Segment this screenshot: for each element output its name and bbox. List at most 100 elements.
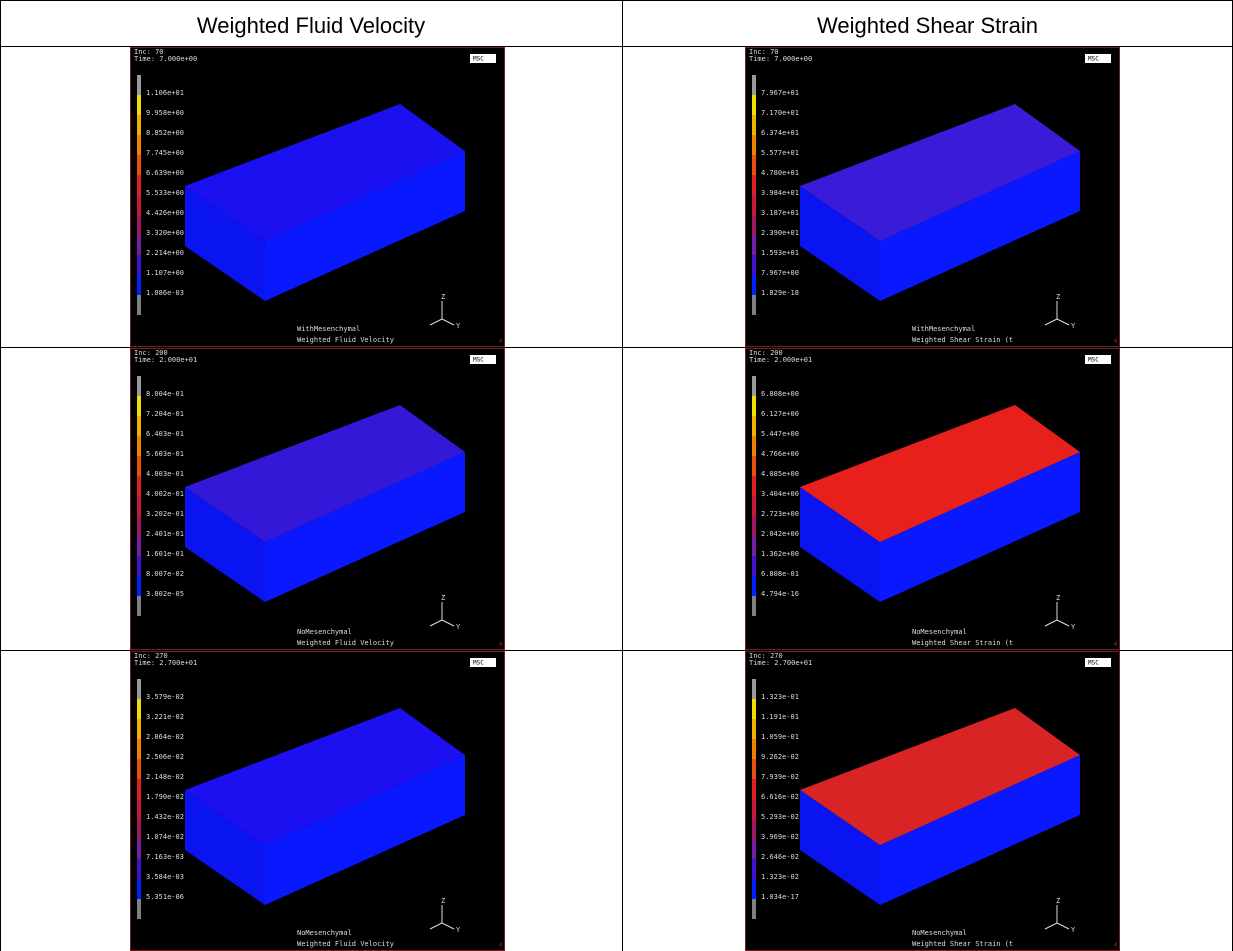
- legend-label: 4.794e-16: [761, 590, 799, 598]
- corner-mark: 4: [1114, 642, 1117, 648]
- legend-swatch: [752, 799, 756, 819]
- column-header: Weighted Fluid Velocity: [0, 0, 622, 46]
- legend-swatch: [752, 416, 756, 436]
- legend-label: 7.745e+00: [146, 149, 184, 157]
- legend-label: 1.362e+00: [761, 550, 799, 558]
- logo: MSC: [473, 56, 484, 63]
- result-name: Weighted Fluid Velocity: [297, 940, 394, 948]
- legend-label: 3.984e+01: [761, 189, 799, 197]
- axis: [1045, 319, 1057, 325]
- legend-label: 2.390e+01: [761, 229, 799, 237]
- column-header: Weighted Shear Strain: [622, 0, 1233, 46]
- legend-swatch: [137, 496, 141, 516]
- legend-swatch: [137, 899, 141, 919]
- result-name: Weighted Shear Strain (t: [912, 940, 1013, 948]
- model-name: NoMesenchymal: [912, 628, 967, 636]
- legend-label: 1.323e-01: [761, 693, 799, 701]
- legend-swatch: [752, 436, 756, 456]
- axis: [1057, 319, 1069, 325]
- legend-label: 2.042e+00: [761, 530, 799, 538]
- legend-label: 5.577e+01: [761, 149, 799, 157]
- legend-swatch: [752, 536, 756, 556]
- legend-label: 8.852e+00: [146, 129, 184, 137]
- legend-label: 2.148e-02: [146, 773, 184, 781]
- legend-label: 1.059e-01: [761, 733, 799, 741]
- legend-swatch: [752, 899, 756, 919]
- legend-label: 4.803e-01: [146, 470, 184, 478]
- legend-label: 6.808e-01: [761, 570, 799, 578]
- legend-label: 1.601e-01: [146, 550, 184, 558]
- legend-swatch: [752, 739, 756, 759]
- legend-swatch: [752, 576, 756, 596]
- legend-label: 3.221e-02: [146, 713, 184, 721]
- time: Time: 7.000e+00: [134, 55, 197, 63]
- axis-label: Y: [1071, 926, 1076, 934]
- legend-label: 7.170e+01: [761, 109, 799, 117]
- legend-swatch: [752, 819, 756, 839]
- legend-swatch: [137, 115, 141, 135]
- legend-swatch: [137, 95, 141, 115]
- legend-swatch: [752, 476, 756, 496]
- legend-label: 3.187e+01: [761, 209, 799, 217]
- model-name: WithMesenchymal: [297, 325, 360, 333]
- legend-swatch: [752, 195, 756, 215]
- time: Time: 2.700e+01: [134, 659, 197, 667]
- legend-label: 8.007e-02: [146, 570, 184, 578]
- result-image: Inc: 270Time: 2.700e+01MSC1.323e-011.191…: [745, 651, 1120, 951]
- legend-swatch: [752, 496, 756, 516]
- legend-swatch: [752, 95, 756, 115]
- corner-mark: 4: [499, 943, 502, 949]
- axis: [1057, 923, 1069, 929]
- legend-swatch: [752, 275, 756, 295]
- legend-swatch: [137, 596, 141, 616]
- axis-label: Z: [1056, 897, 1060, 905]
- legend-label: 1.086e-03: [146, 289, 184, 297]
- model-name: WithMesenchymal: [912, 325, 975, 333]
- legend-label: 4.766e+00: [761, 450, 799, 458]
- legend-swatch: [752, 596, 756, 616]
- legend-swatch: [137, 195, 141, 215]
- legend-swatch: [137, 416, 141, 436]
- axis: [430, 923, 442, 929]
- legend-label: 8.004e-01: [146, 390, 184, 398]
- legend-swatch: [752, 376, 756, 396]
- legend-label: 3.404e+00: [761, 490, 799, 498]
- legend-label: 5.447e+00: [761, 430, 799, 438]
- legend-swatch: [137, 255, 141, 275]
- legend-swatch: [752, 396, 756, 416]
- legend-swatch: [137, 879, 141, 899]
- legend-label: 5.533e+00: [146, 189, 184, 197]
- legend-label: 1.191e-01: [761, 713, 799, 721]
- legend-swatch: [137, 275, 141, 295]
- model-name: NoMesenchymal: [297, 628, 352, 636]
- axis: [442, 923, 454, 929]
- axis-label: Y: [456, 623, 461, 631]
- legend-label: 4.085e+00: [761, 470, 799, 478]
- axis-label: Y: [1071, 623, 1076, 631]
- legend-swatch: [752, 879, 756, 899]
- legend-swatch: [137, 679, 141, 699]
- result-image: Inc: 200Time: 2.000e+01MSC6.808e+006.127…: [745, 348, 1120, 650]
- legend-swatch: [752, 516, 756, 536]
- legend-label: 5.603e-01: [146, 450, 184, 458]
- corner-mark: 4: [1114, 943, 1117, 949]
- legend-label: 6.808e+00: [761, 390, 799, 398]
- legend-label: 1.593e+01: [761, 249, 799, 257]
- axis: [430, 319, 442, 325]
- legend-swatch: [137, 396, 141, 416]
- legend-swatch: [137, 799, 141, 819]
- legend-swatch: [752, 859, 756, 879]
- legend-swatch: [752, 456, 756, 476]
- legend-label: 4.426e+00: [146, 209, 184, 217]
- time: Time: 2.000e+01: [134, 356, 197, 364]
- legend-swatch: [137, 739, 141, 759]
- legend-swatch: [752, 115, 756, 135]
- legend-label: 6.639e+00: [146, 169, 184, 177]
- corner-mark: 4: [499, 339, 502, 345]
- logo: MSC: [473, 357, 484, 364]
- legend-label: 7.967e+00: [761, 269, 799, 277]
- legend-label: 3.969e-02: [761, 833, 799, 841]
- legend-swatch: [137, 155, 141, 175]
- legend-swatch: [752, 155, 756, 175]
- result-name: Weighted Fluid Velocity: [297, 336, 394, 344]
